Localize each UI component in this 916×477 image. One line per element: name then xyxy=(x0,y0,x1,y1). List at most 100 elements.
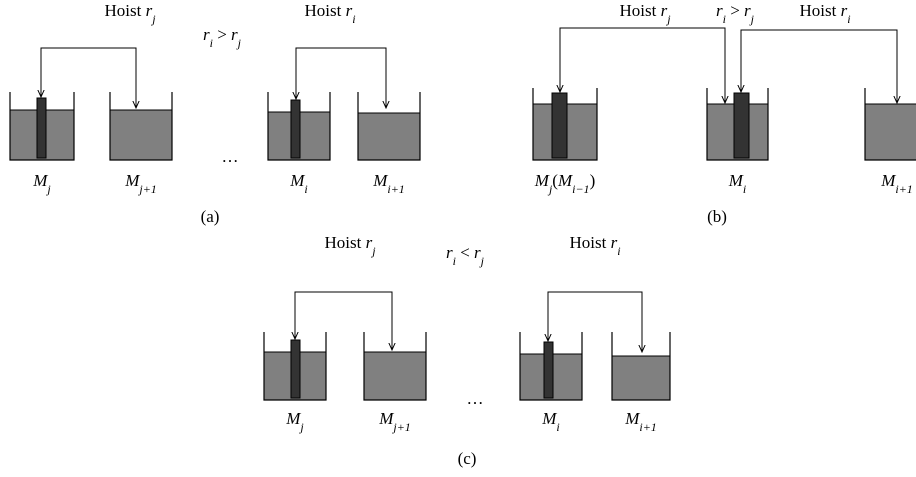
rod xyxy=(551,92,568,159)
label-part: M xyxy=(541,409,557,428)
hoist-label: Hoist rj xyxy=(104,1,156,26)
label-part: > xyxy=(213,25,231,44)
label-part: M xyxy=(285,409,301,428)
tank-label: Mi+1 xyxy=(624,409,657,434)
label-part: i+1 xyxy=(387,182,404,196)
rod xyxy=(733,92,750,159)
relation-label: ri > rj xyxy=(203,25,242,50)
label-part: j xyxy=(45,182,51,196)
tank-label: Mi+1 xyxy=(372,171,405,196)
label-part: j xyxy=(370,244,376,258)
caption: (a) xyxy=(201,207,220,226)
label-part: Hoist xyxy=(324,233,365,252)
tank-label: Mi xyxy=(289,171,308,196)
label-part: Hoist xyxy=(619,1,660,20)
tank-wall xyxy=(109,92,173,161)
label-part: r xyxy=(203,25,210,44)
label-part: r xyxy=(716,1,723,20)
label-part: r xyxy=(661,1,668,20)
tank-label: Mj+1 xyxy=(378,409,411,434)
label-part: M xyxy=(728,171,744,190)
label-part: i xyxy=(723,12,726,26)
label-part: M xyxy=(289,171,305,190)
label-part: i xyxy=(352,12,355,26)
caption: (c) xyxy=(458,449,477,468)
label-part: M xyxy=(378,409,394,428)
label-part: i xyxy=(556,420,559,434)
label-part: M xyxy=(557,171,573,190)
tank-label: Mi xyxy=(541,409,560,434)
rod xyxy=(290,99,301,159)
label-part: r xyxy=(841,1,848,20)
label-part: j+1 xyxy=(137,182,156,196)
hoist-path xyxy=(295,291,392,350)
ellipsis: … xyxy=(467,389,484,408)
label-part: i+1 xyxy=(895,182,912,196)
hoist-label: Hoist rj xyxy=(619,1,671,26)
tank-wall xyxy=(706,88,769,161)
hoist-label: Hoist ri xyxy=(304,1,355,26)
tank-label: Mj(Mi−1) xyxy=(534,171,595,196)
label-part: r xyxy=(346,1,353,20)
hoist-path xyxy=(741,29,897,103)
label-part: r xyxy=(474,243,481,262)
label-part: j xyxy=(298,420,304,434)
hoist-label: Hoist rj xyxy=(324,233,376,258)
hoist-path xyxy=(296,47,386,108)
label-part: M xyxy=(124,171,140,190)
label-part: i xyxy=(210,36,213,50)
rod xyxy=(290,339,301,399)
label-part: j xyxy=(547,182,553,196)
label-part: < xyxy=(456,243,474,262)
tank-label: Mj xyxy=(32,171,51,196)
tank-liquid xyxy=(611,355,671,401)
label-part: r xyxy=(744,1,751,20)
tank-wall xyxy=(611,332,671,401)
caption: (b) xyxy=(707,207,727,226)
label-part: M xyxy=(32,171,48,190)
label-part: r xyxy=(611,233,618,252)
tank-wall xyxy=(357,92,421,161)
tank-wall xyxy=(519,332,583,401)
label-part: i xyxy=(617,244,620,258)
tank-wall xyxy=(532,88,598,161)
label-part: M xyxy=(880,171,896,190)
label-part: r xyxy=(146,1,153,20)
label-part: Hoist xyxy=(304,1,345,20)
tank-label: Mi xyxy=(728,171,747,196)
relation-label: ri > rj xyxy=(716,1,755,26)
hoist-path xyxy=(560,27,725,103)
tank-wall xyxy=(363,332,427,401)
label-part: j+1 xyxy=(391,420,410,434)
label-part: j xyxy=(665,12,671,26)
label-part: > xyxy=(726,1,744,20)
hoist-path xyxy=(548,291,642,352)
hoist-path xyxy=(41,47,136,108)
label-part: M xyxy=(624,409,640,428)
label-part: j xyxy=(479,254,485,268)
label-part: r xyxy=(446,243,453,262)
label-part: j xyxy=(150,12,156,26)
tank-liquid xyxy=(109,109,173,161)
tank-wall xyxy=(263,332,327,401)
tank-liquid xyxy=(363,351,427,401)
label-part: j xyxy=(236,36,242,50)
label-part: i xyxy=(304,182,307,196)
tank-label: Mj xyxy=(285,409,304,434)
label-part: M xyxy=(534,171,550,190)
label-part: j xyxy=(749,12,755,26)
tank-wall xyxy=(9,92,75,161)
hoist-label: Hoist ri xyxy=(569,233,620,258)
tank-wall xyxy=(267,92,331,161)
tank-label: Mi+1 xyxy=(880,171,913,196)
label-part: ) xyxy=(590,171,596,190)
label-part: i+1 xyxy=(639,420,656,434)
tank-liquid xyxy=(357,112,421,161)
label-part: Hoist xyxy=(799,1,840,20)
hoist-label: Hoist ri xyxy=(799,1,850,26)
ellipsis: … xyxy=(222,147,239,166)
label-part: ( xyxy=(552,171,558,190)
label-part: M xyxy=(372,171,388,190)
label-part: i−1 xyxy=(572,182,589,196)
